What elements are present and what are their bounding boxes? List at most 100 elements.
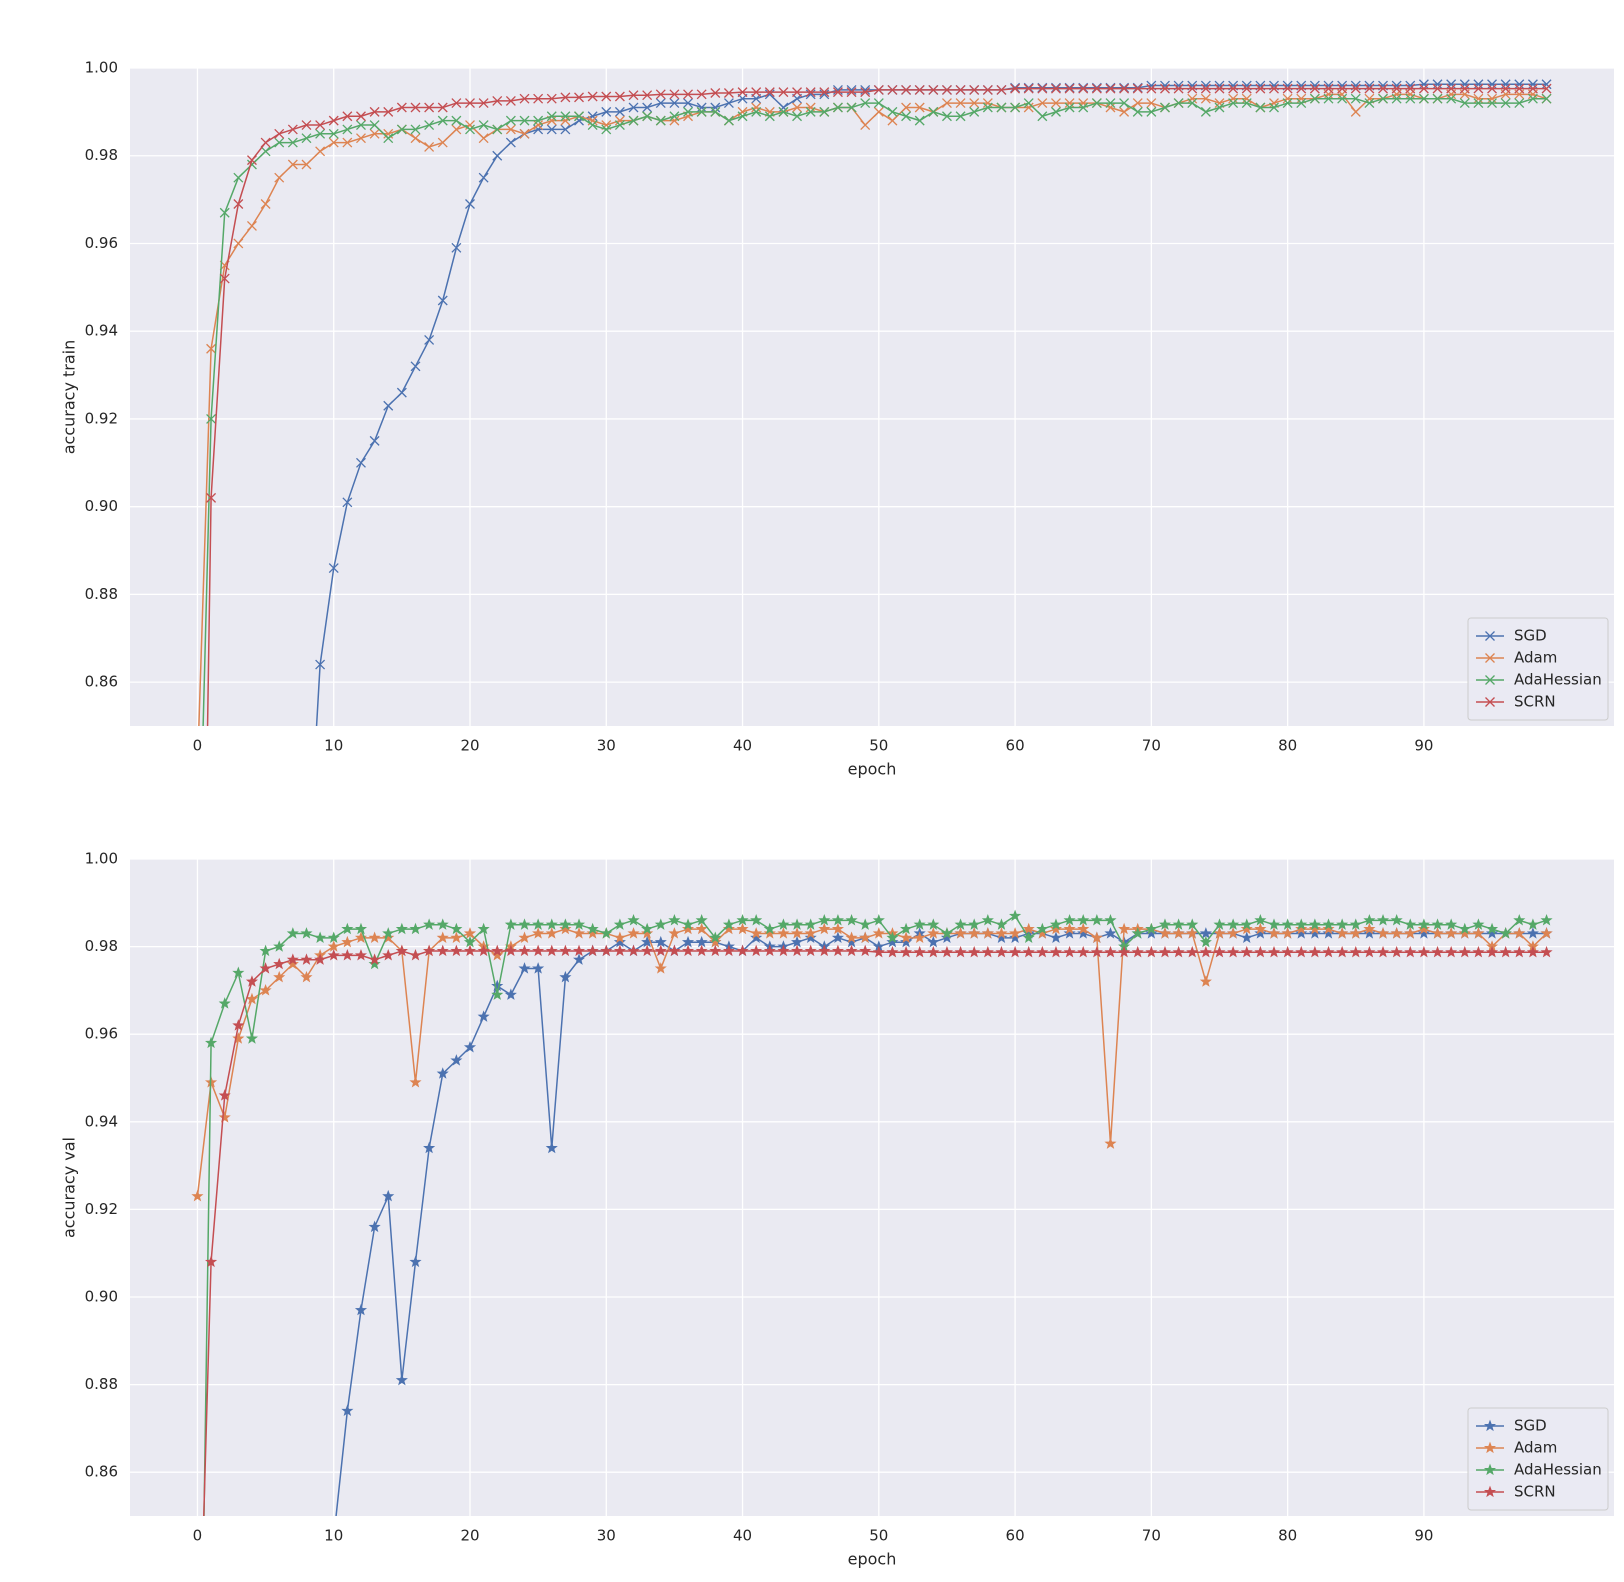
point-marker [354, 948, 368, 961]
point-marker [710, 102, 721, 113]
point-marker [1541, 79, 1552, 90]
point-marker [424, 102, 435, 113]
point-marker [887, 115, 898, 126]
point-marker [245, 975, 259, 987]
point-marker [1091, 98, 1102, 109]
point-marker [409, 948, 422, 961]
legend-marker [1485, 697, 1495, 707]
point-marker [683, 98, 693, 109]
point-marker [1404, 927, 1417, 939]
point-marker [1077, 922, 1090, 935]
point-marker [505, 95, 516, 106]
point-marker [1514, 83, 1525, 94]
point-marker [1009, 909, 1022, 922]
point-marker [451, 115, 462, 126]
point-marker [1391, 83, 1402, 94]
point-marker [887, 106, 898, 117]
point-marker [1213, 918, 1226, 930]
point-marker [1431, 918, 1444, 930]
point-marker [1269, 102, 1279, 113]
point-marker [613, 944, 626, 957]
point-marker [301, 120, 312, 130]
point-marker [954, 918, 967, 930]
point-marker [1390, 913, 1403, 926]
point-marker [560, 92, 571, 103]
point-marker [1513, 945, 1526, 958]
point-marker [900, 922, 913, 935]
point-marker [969, 106, 980, 117]
point-marker [301, 1576, 311, 1582]
point-marker [1541, 83, 1552, 94]
point-marker [1241, 83, 1252, 94]
point-marker [505, 137, 516, 148]
point-marker [859, 931, 872, 943]
point-marker [1049, 931, 1063, 943]
point-marker [1322, 922, 1335, 935]
legend-marker [1485, 653, 1495, 663]
point-marker [928, 84, 939, 95]
point-marker [1254, 945, 1267, 958]
point-marker [778, 87, 789, 98]
point-marker [969, 84, 980, 95]
point-marker [572, 927, 586, 939]
point-marker [342, 497, 353, 508]
point-marker [1500, 83, 1511, 94]
point-marker [1228, 93, 1239, 104]
point-marker [1513, 913, 1526, 926]
point-marker [287, 137, 298, 148]
point-marker [1295, 945, 1308, 958]
point-marker [831, 913, 844, 926]
point-marker [1145, 945, 1158, 958]
point-marker [1063, 927, 1076, 939]
point-marker [1446, 79, 1457, 90]
point-marker [1499, 945, 1512, 958]
x-tick-label: 70 [1142, 737, 1161, 755]
point-marker [696, 89, 707, 100]
point-marker [1200, 93, 1211, 104]
point-marker [1472, 945, 1485, 958]
y-tick-label: 0.94 [85, 322, 118, 340]
point-marker [941, 84, 952, 95]
point-marker [846, 102, 857, 113]
point-marker [383, 106, 394, 117]
point-marker [750, 931, 763, 943]
point-marker [1090, 913, 1103, 926]
point-marker [518, 931, 531, 943]
point-marker [805, 106, 816, 117]
point-marker [1037, 98, 1048, 109]
x-tick-label: 40 [733, 737, 752, 755]
point-marker [1487, 79, 1497, 90]
point-marker [314, 953, 327, 965]
point-marker [1009, 927, 1022, 939]
point-marker [1540, 945, 1553, 958]
point-marker [1417, 927, 1430, 939]
point-marker [1160, 102, 1170, 113]
point-marker [1432, 93, 1443, 104]
point-marker [818, 913, 831, 926]
point-marker [492, 95, 503, 106]
point-marker [245, 992, 259, 1005]
x-tick-label: 70 [1142, 1527, 1161, 1545]
legend-marker [1485, 675, 1495, 685]
point-marker [478, 120, 489, 130]
point-marker [315, 146, 326, 157]
point-marker [709, 935, 722, 948]
x-tick-label: 60 [1006, 737, 1025, 755]
point-marker [518, 944, 531, 957]
point-marker [1417, 922, 1430, 935]
plot-area [130, 859, 1614, 1516]
point-marker [1363, 922, 1376, 935]
point-marker [1158, 945, 1172, 958]
point-marker [383, 400, 394, 411]
y-axis-label: accuracy train [60, 340, 79, 455]
point-marker [804, 918, 817, 930]
point-marker [205, 1036, 218, 1049]
point-marker [1187, 98, 1198, 109]
point-marker [1241, 93, 1252, 104]
point-marker [1077, 913, 1090, 926]
y-tick-label: 1.00 [85, 59, 118, 77]
point-marker [477, 944, 490, 957]
point-marker [1254, 927, 1267, 939]
point-marker [1378, 83, 1388, 94]
point-marker [505, 124, 516, 135]
